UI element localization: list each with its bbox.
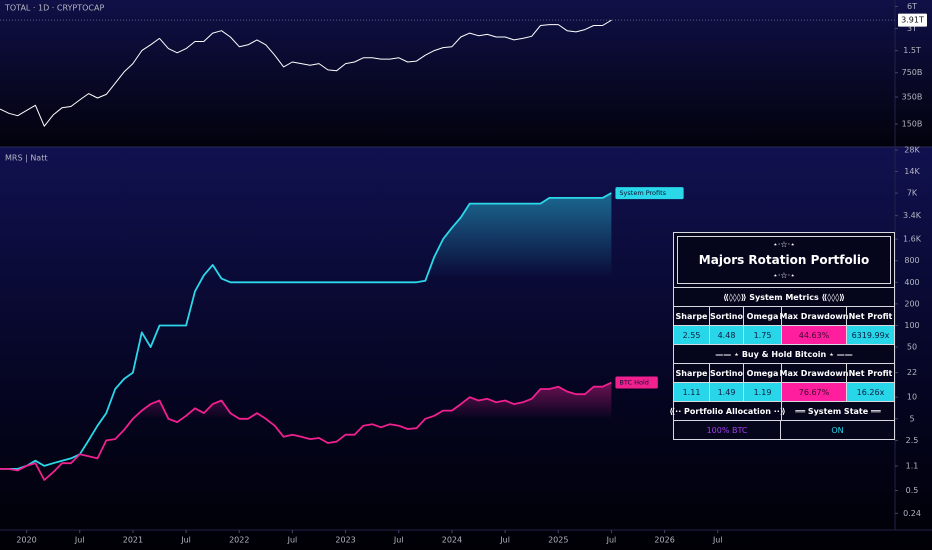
column-header: Sharpe bbox=[675, 368, 708, 378]
portfolio-table: ⋆·☆·⋆ Majors Rotation Portfolio ⋆·☆·⋆ ⟪◊◊◊⟫… bbox=[669, 232, 895, 440]
value-row: 2.55 4.48 1.75 44.63% 6319.99x bbox=[674, 325, 894, 344]
column-header: Sortino bbox=[709, 307, 743, 325]
x-tick-label: Jul bbox=[393, 536, 404, 545]
header-row: Sharpe Sortino Omega Max Drawdown Net Profit bbox=[674, 306, 894, 325]
y-tick-label: 7K bbox=[907, 189, 918, 198]
section-heading: ⟪◊◊◊⟫ System Metrics ⟪◊◊◊⟫ bbox=[723, 292, 845, 302]
y-tick-label: 150B bbox=[902, 120, 923, 129]
column-header: Net Profit bbox=[846, 307, 894, 325]
header-row: Sharpe Sortino Omega Max Drawdown Net Profit bbox=[674, 363, 894, 382]
y-tick-label: 3.4K bbox=[903, 211, 922, 220]
y-tick-label: 22 bbox=[907, 368, 917, 377]
x-tick-label: Jul bbox=[712, 536, 723, 545]
x-tick-label: 2020 bbox=[16, 536, 36, 545]
footer-heading: ══ System State ══ bbox=[781, 402, 894, 420]
column-header: Omega bbox=[743, 307, 781, 325]
x-tick-label: Jul bbox=[74, 536, 85, 545]
y-tick-label: 28K bbox=[904, 145, 920, 154]
bottom-pane-title: MRS | Natt bbox=[5, 154, 47, 163]
metric-value: 1.19 bbox=[743, 383, 781, 401]
footer-value: 100% BTC bbox=[706, 425, 748, 435]
y-tick-label: 3T bbox=[907, 24, 917, 33]
y-tick-label: 350B bbox=[902, 93, 923, 102]
footer-value: ON bbox=[780, 421, 894, 439]
top-pane-title: TOTAL · 1D · CRYPTOCAP bbox=[4, 4, 104, 13]
metric-value: 1.49 bbox=[709, 383, 743, 401]
metric-value: 1.11 bbox=[674, 383, 709, 401]
column-header: Omega bbox=[743, 364, 781, 382]
section-row: ⟪◊◊◊⟫ System Metrics ⟪◊◊◊⟫ bbox=[674, 287, 894, 306]
y-tick-label: 750B bbox=[902, 68, 923, 77]
series-tag-label: BTC Hold bbox=[619, 379, 648, 387]
y-tick-label: 1.6K bbox=[903, 235, 922, 244]
metric-value: 6319.99x bbox=[846, 326, 894, 344]
footer-heading: ⟪·· Portfolio Allocation ··⟫ bbox=[669, 406, 786, 416]
y-tick-label: 50 bbox=[907, 343, 917, 352]
y-tick-label: 14K bbox=[904, 167, 920, 176]
price-tag bbox=[898, 13, 927, 27]
x-tick-label: 2022 bbox=[229, 536, 249, 545]
y-tick-label: 200 bbox=[904, 299, 919, 308]
y-tick-label: 100 bbox=[904, 321, 919, 330]
y-tick-label: 1.1 bbox=[906, 461, 919, 470]
series-line bbox=[0, 381, 612, 481]
series-area bbox=[0, 382, 612, 528]
x-tick-label: 2021 bbox=[123, 536, 143, 545]
x-tick-label: Jul bbox=[606, 536, 617, 545]
ornament: ⋆·☆·⋆ bbox=[772, 240, 796, 249]
footer-header-row: ⟪·· Portfolio Allocation ··⟫ ══ System St… bbox=[669, 401, 894, 420]
metric-value: 16.26x bbox=[846, 383, 894, 401]
x-tick-label: Jul bbox=[180, 536, 191, 545]
y-tick-label: 6T bbox=[907, 2, 917, 11]
metric-value: 1.75 bbox=[743, 326, 781, 344]
x-tick-label: 2024 bbox=[442, 536, 462, 545]
column-header: Net Profit bbox=[846, 364, 894, 382]
x-tick-label: 2023 bbox=[335, 536, 355, 545]
section-row: —— ⋆ Buy & Hold Bitcoin ⋆ —— bbox=[674, 344, 894, 363]
series-line bbox=[0, 19, 612, 127]
metric-value: 4.48 bbox=[709, 326, 743, 344]
section-heading: —— ⋆ Buy & Hold Bitcoin ⋆ —— bbox=[715, 349, 853, 359]
table-title-box: ⋆·☆·⋆ Majors Rotation Portfolio ⋆·☆·⋆ bbox=[677, 236, 891, 284]
y-tick-label: 2.5 bbox=[906, 436, 919, 445]
y-tick-label: 400 bbox=[904, 278, 919, 287]
metric-value: 2.55 bbox=[674, 326, 709, 344]
table-title: Majors Rotation Portfolio bbox=[698, 253, 870, 267]
series-tag bbox=[615, 187, 684, 200]
x-tick-label: Jul bbox=[287, 536, 298, 545]
metric-value: 44.63% bbox=[781, 326, 846, 344]
ornament: ⋆·☆·⋆ bbox=[772, 271, 796, 280]
column-header: Sharpe bbox=[675, 311, 708, 321]
metric-value: 76.67% bbox=[781, 383, 846, 401]
footer-value-row: 100% BTC ON bbox=[674, 420, 894, 439]
y-tick-label: 0.24 bbox=[903, 509, 921, 518]
price-tag-label: 3.91T bbox=[901, 16, 924, 25]
top-pane-bg bbox=[0, 0, 932, 147]
y-tick-label: 0.5 bbox=[906, 486, 919, 495]
x-tick-label: Jul bbox=[499, 536, 510, 545]
value-row: 1.11 1.49 1.19 76.67% 16.26x bbox=[674, 382, 894, 401]
series-line bbox=[0, 192, 612, 470]
column-header: Sortino bbox=[709, 364, 743, 382]
y-tick-label: 1.5T bbox=[903, 46, 921, 55]
x-tick-label: 2026 bbox=[654, 536, 674, 545]
y-tick-label: 10 bbox=[907, 393, 917, 402]
x-tick-label: 2025 bbox=[548, 536, 568, 545]
y-tick-label: 800 bbox=[904, 256, 919, 265]
series-tag-label: System Profits bbox=[619, 189, 666, 197]
column-header: Max Drawdown bbox=[780, 364, 849, 382]
y-tick-label: 5 bbox=[909, 414, 914, 423]
column-header: Max Drawdown bbox=[780, 307, 849, 325]
series-tag bbox=[615, 376, 658, 389]
